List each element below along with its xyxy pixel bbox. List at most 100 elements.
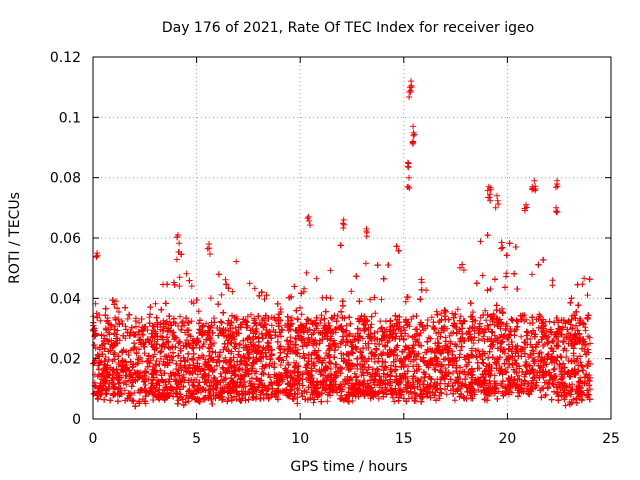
data-point — [449, 310, 456, 317]
data-point — [428, 314, 435, 321]
data-point — [141, 350, 148, 357]
data-point — [438, 310, 445, 317]
data-point — [220, 346, 227, 353]
data-point — [291, 359, 298, 366]
data-point — [436, 317, 443, 324]
data-point — [431, 349, 438, 355]
data-point — [456, 338, 463, 345]
data-point — [298, 311, 305, 318]
data-point — [585, 333, 592, 340]
data-point — [157, 349, 164, 356]
data-point — [364, 370, 371, 377]
data-point — [236, 342, 243, 349]
data-point — [545, 369, 552, 376]
data-point — [498, 245, 505, 252]
data-point — [92, 345, 99, 352]
data-points — [90, 78, 594, 410]
data-point — [176, 274, 183, 281]
data-point — [248, 311, 254, 318]
data-point — [112, 323, 119, 330]
data-point — [527, 335, 534, 342]
data-point — [329, 316, 336, 323]
data-point — [563, 347, 570, 354]
data-point — [371, 330, 378, 336]
data-point — [342, 342, 349, 349]
data-point — [310, 399, 317, 406]
data-point — [317, 317, 324, 324]
data-point — [304, 336, 311, 343]
data-point — [105, 356, 112, 363]
data-point — [261, 296, 268, 303]
data-point — [185, 388, 191, 395]
data-point — [435, 319, 442, 326]
data-point — [247, 339, 254, 346]
data-point — [327, 366, 334, 372]
data-point — [140, 332, 147, 338]
data-point — [289, 315, 295, 321]
data-point — [229, 396, 235, 403]
data-point — [529, 271, 535, 278]
data-point — [121, 387, 128, 394]
data-point — [218, 373, 225, 380]
data-point — [177, 313, 183, 320]
data-point — [375, 395, 382, 402]
data-point — [244, 313, 251, 320]
data-point — [136, 319, 143, 326]
data-point — [446, 332, 453, 339]
data-point — [475, 337, 482, 344]
data-point — [585, 358, 592, 365]
data-point — [389, 394, 396, 401]
data-point — [303, 269, 310, 276]
data-point — [180, 383, 187, 390]
data-point — [424, 317, 431, 323]
data-point — [327, 295, 334, 302]
data-point — [92, 300, 99, 307]
data-point — [207, 295, 214, 302]
data-point — [377, 318, 384, 325]
data-point — [409, 375, 416, 382]
data-point — [504, 336, 511, 343]
data-point — [454, 306, 461, 313]
data-point — [102, 354, 109, 360]
data-point — [451, 397, 458, 404]
data-point — [157, 355, 164, 362]
data-point — [487, 286, 494, 292]
data-point — [443, 391, 450, 398]
data-point — [483, 317, 490, 324]
data-point — [584, 292, 591, 299]
data-point — [358, 312, 365, 319]
data-point — [372, 310, 379, 317]
data-point — [222, 354, 229, 361]
data-point — [124, 315, 131, 322]
data-point — [457, 264, 463, 271]
data-point — [450, 370, 456, 376]
data-point — [116, 309, 122, 315]
data-point — [277, 362, 284, 368]
data-point — [146, 314, 153, 321]
data-point — [539, 333, 546, 340]
data-point — [538, 329, 545, 335]
data-point — [548, 329, 555, 336]
data-point — [176, 283, 183, 290]
data-point — [335, 344, 342, 351]
data-point — [133, 349, 140, 356]
data-point — [113, 298, 119, 305]
data-point — [122, 378, 129, 385]
data-point — [484, 322, 491, 329]
data-point — [324, 398, 331, 405]
data-point — [581, 275, 588, 282]
data-point — [354, 355, 361, 362]
data-point — [251, 285, 258, 292]
data-point — [394, 352, 401, 359]
data-point — [114, 327, 121, 334]
data-point — [367, 296, 374, 303]
data-point — [313, 275, 320, 282]
data-point — [402, 298, 409, 305]
data-point — [530, 350, 537, 357]
data-point — [210, 374, 217, 381]
data-point — [246, 280, 253, 287]
data-point — [118, 318, 125, 324]
data-point — [469, 309, 476, 316]
data-point — [371, 359, 378, 365]
